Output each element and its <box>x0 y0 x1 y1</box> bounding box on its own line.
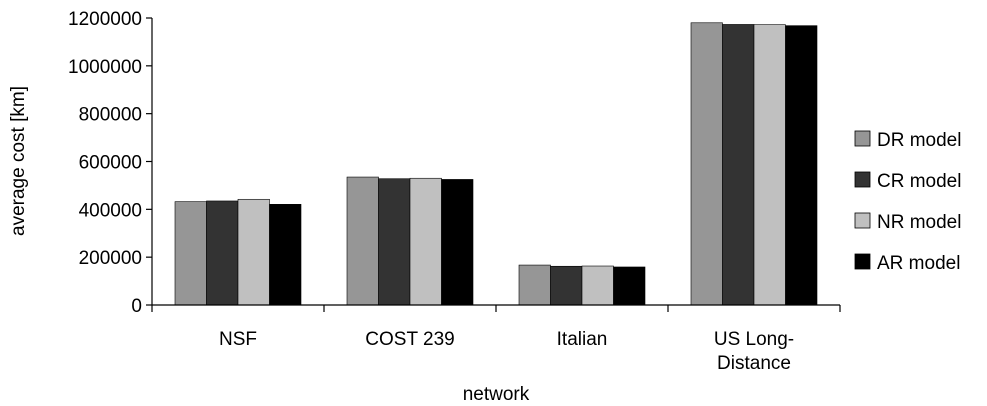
legend-swatch <box>854 171 871 188</box>
y-tick-label: 0 <box>131 296 142 317</box>
x-category-label: COST 239 <box>365 329 454 350</box>
bar-ar-model <box>269 204 302 306</box>
bar-cr-model <box>550 265 583 306</box>
bar-cr-model <box>722 24 755 306</box>
y-axis-title: average cost [km] <box>8 86 29 236</box>
legend-label: CR model <box>877 171 961 192</box>
bar-nr-model <box>237 198 270 306</box>
legend-swatch <box>854 130 871 147</box>
bar-dr-model <box>346 176 379 306</box>
bar-dr-model <box>518 264 551 306</box>
x-axis-ticks: NSF COST 239 Italian US Long-Distance <box>151 305 841 374</box>
y-axis-ticks: 0 200000 400000 600000 800000 1000000 1200000 <box>68 9 152 317</box>
x-category-label: NSF <box>219 329 257 350</box>
legend: DR model CR model NR model AR model <box>854 130 961 274</box>
y-tick-label: 1200000 <box>68 9 142 30</box>
bar-nr-model <box>409 177 442 306</box>
y-tick-label: 400000 <box>79 200 142 221</box>
bar-dr-model <box>174 201 207 306</box>
bar-ar-model <box>785 25 818 306</box>
plot-area <box>174 22 818 306</box>
legend-label: DR model <box>877 130 961 151</box>
legend-swatch <box>854 253 871 270</box>
y-tick-label: 600000 <box>79 153 142 174</box>
y-tick-label: 800000 <box>79 105 142 126</box>
y-tick-label: 200000 <box>79 248 142 269</box>
y-tick-label: 1000000 <box>68 57 142 78</box>
x-axis-title: network <box>463 384 530 405</box>
x-category-label: Italian <box>557 329 608 350</box>
legend-label: NR model <box>877 212 961 233</box>
bar-dr-model <box>690 22 723 306</box>
bar-cr-model <box>378 178 411 306</box>
bar-cr-model <box>206 200 239 306</box>
legend-label: AR model <box>877 253 960 274</box>
x-category-label: US Long-Distance <box>714 329 794 374</box>
legend-swatch <box>854 212 871 229</box>
bar-nr-model <box>753 24 786 306</box>
bar-ar-model <box>441 179 474 306</box>
bar-ar-model <box>613 266 646 306</box>
bar-nr-model <box>581 265 614 306</box>
